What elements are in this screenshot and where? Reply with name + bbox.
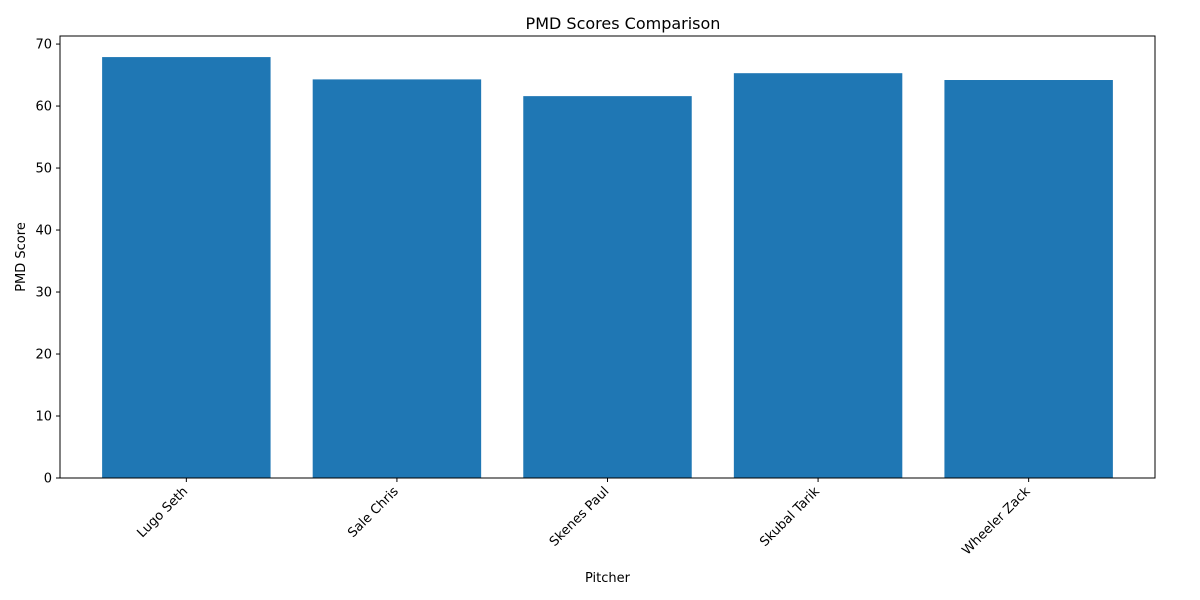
y-tick-label: 20 xyxy=(35,348,52,363)
x-axis: Lugo Seth Sale Chris Skenes Paul Skubal Tar… xyxy=(134,478,1034,558)
y-tick-label: 60 xyxy=(35,100,52,115)
x-tick-label: Sale Chris xyxy=(345,484,402,541)
y-tick-label: 30 xyxy=(35,286,52,301)
x-tick-label: Skenes Paul xyxy=(547,484,612,549)
x-tick-label: Skubal Tarik xyxy=(757,484,823,550)
bar-sale-chris xyxy=(312,79,482,478)
bar-skubal-tarik xyxy=(733,73,903,478)
y-axis: 0 10 20 30 40 50 60 70 xyxy=(35,38,60,487)
axes-frame xyxy=(59,35,1156,479)
y-tick-label: 10 xyxy=(35,410,52,425)
chart-title: PMD Scores Comparison xyxy=(526,14,721,33)
x-tick-label: Wheeler Zack xyxy=(959,484,1033,558)
y-tick-label: 70 xyxy=(35,38,52,53)
bar-wheeler-zack xyxy=(944,80,1113,478)
y-tick-label: 40 xyxy=(35,224,52,239)
y-tick-label: 0 xyxy=(44,472,52,487)
bar-lugo-seth xyxy=(102,57,271,478)
y-tick-label: 50 xyxy=(35,162,52,177)
bar-skenes-paul xyxy=(523,96,692,478)
x-axis-label: Pitcher xyxy=(585,571,631,586)
plot-area xyxy=(102,57,1113,478)
x-tick-label: Lugo Seth xyxy=(134,484,191,541)
y-axis-label: PMD Score xyxy=(14,222,29,292)
